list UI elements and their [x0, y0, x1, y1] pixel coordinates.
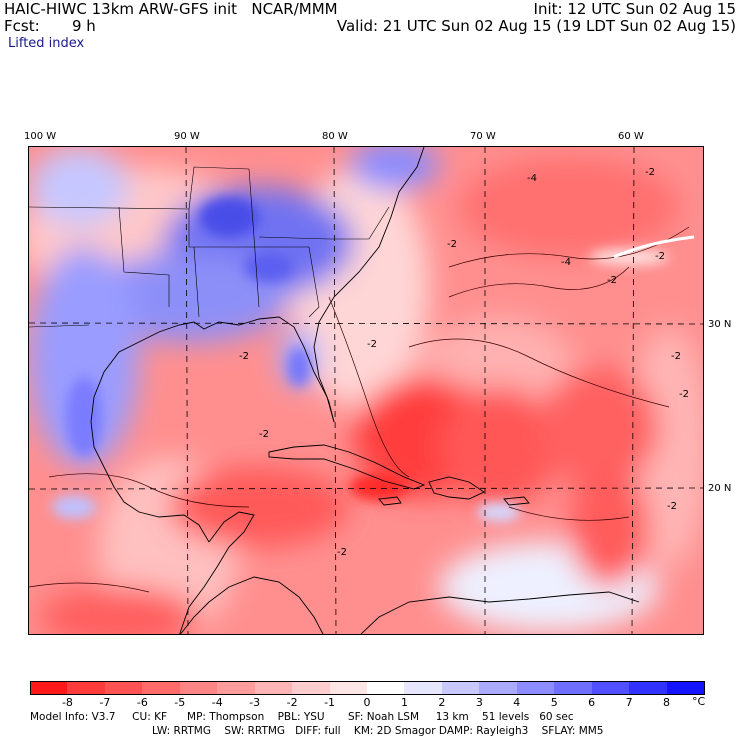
graticule: [29, 147, 703, 634]
legend-swatch: [329, 681, 368, 695]
contour-label: -2: [337, 547, 347, 558]
model-title: HAIC-HIWC 13km ARW-GFS init NCAR/MMM: [4, 0, 338, 18]
legend-swatch: [629, 681, 668, 695]
legend-tick-label: -4: [211, 696, 223, 709]
lon-label-60w: 60 W: [618, 131, 644, 142]
contour-label: -4: [561, 257, 571, 268]
legend-swatch: [441, 681, 480, 695]
field-name: Lifted index: [8, 36, 85, 51]
legend-swatch: [217, 681, 256, 695]
legend-swatch: [367, 681, 405, 695]
legend-tick-label: 8: [663, 696, 671, 709]
forecast-label: Fcst:: [4, 17, 40, 35]
legend-swatch: [104, 681, 143, 695]
lat-label-20n: 20 N: [708, 483, 732, 494]
contour-label: -2: [259, 429, 269, 440]
valid-time: Valid: 21 UTC Sun 02 Aug 15 (19 LDT Sun …: [336, 17, 736, 35]
legend-tick-label: 7: [625, 696, 633, 709]
legend-tick-label: 1: [400, 696, 408, 709]
contour-label: -2: [367, 339, 377, 350]
contour-label: -2: [239, 351, 249, 362]
legend-tick-label: 4: [513, 696, 521, 709]
forecast-hour: 9 h: [72, 17, 96, 35]
legend-unit: °C: [692, 695, 706, 708]
legend-swatch: [591, 681, 630, 695]
legend-swatch: [292, 681, 331, 695]
legend-tick-label: 6: [588, 696, 596, 709]
legend-tick-label: -2: [286, 696, 298, 709]
contour-label: -2: [645, 167, 655, 178]
lon-label-90w: 90 W: [174, 131, 200, 142]
lat-label-30n: 30 N: [708, 319, 732, 330]
lifted-index-map: -4 -2 -2 -4 -2 -2 -2 -2 -2 -2 -2 -2 -2: [28, 146, 704, 635]
legend-tick-label: -5: [174, 696, 186, 709]
legend-tick-label: -7: [99, 696, 111, 709]
map-canvas: -4 -2 -2 -4 -2 -2 -2 -2 -2 -2 -2 -2 -2: [29, 147, 703, 634]
coastlines: [90, 147, 640, 634]
contour-label: -2: [447, 239, 457, 250]
legend-tick-label: -1: [324, 696, 336, 709]
legend-swatch: [666, 681, 706, 695]
legend-tick-label: -8: [61, 696, 73, 709]
legend-swatch: [30, 681, 69, 695]
contour-label: -2: [671, 351, 681, 362]
lon-label-80w: 80 W: [322, 131, 348, 142]
legend-swatch: [554, 681, 593, 695]
legend-tick-label: 3: [475, 696, 483, 709]
contour-label: -2: [607, 275, 617, 286]
legend-swatch: [479, 681, 518, 695]
model-info-line1: Model Info: V3.7 CU: KF MP: Thompson PBL…: [30, 711, 574, 723]
contour-lines: [29, 226, 690, 593]
legend-tick-label: 2: [438, 696, 446, 709]
lon-label-100w: 100 W: [24, 131, 57, 142]
lon-label-70w: 70 W: [470, 131, 496, 142]
white-contour-band: [613, 235, 695, 259]
legend-tick-label: 5: [550, 696, 558, 709]
legend-swatch: [404, 681, 443, 695]
legend-swatch: [179, 681, 218, 695]
legend-swatch: [516, 681, 555, 695]
state-borders: [29, 166, 390, 328]
contour-label-group: -4 -2 -2 -4 -2 -2 -2 -2 -2 -2 -2 -2 -2: [239, 167, 689, 558]
legend-swatch: [67, 681, 106, 695]
legend-tick-label: -6: [136, 696, 148, 709]
contour-label: -2: [655, 251, 665, 262]
init-time: Init: 12 UTC Sun 02 Aug 15: [533, 0, 736, 18]
contour-label: -4: [527, 173, 537, 184]
contour-label: -2: [667, 501, 677, 512]
legend-swatch: [254, 681, 293, 695]
legend-tick-label: 0: [363, 696, 371, 709]
legend-swatch: [142, 681, 181, 695]
legend-tick-label: -3: [249, 696, 261, 709]
contour-label: -2: [679, 389, 689, 400]
model-info-line2: LW: RRTMG SW: RRTMG DIFF: full KM: 2D Sm…: [152, 725, 604, 737]
